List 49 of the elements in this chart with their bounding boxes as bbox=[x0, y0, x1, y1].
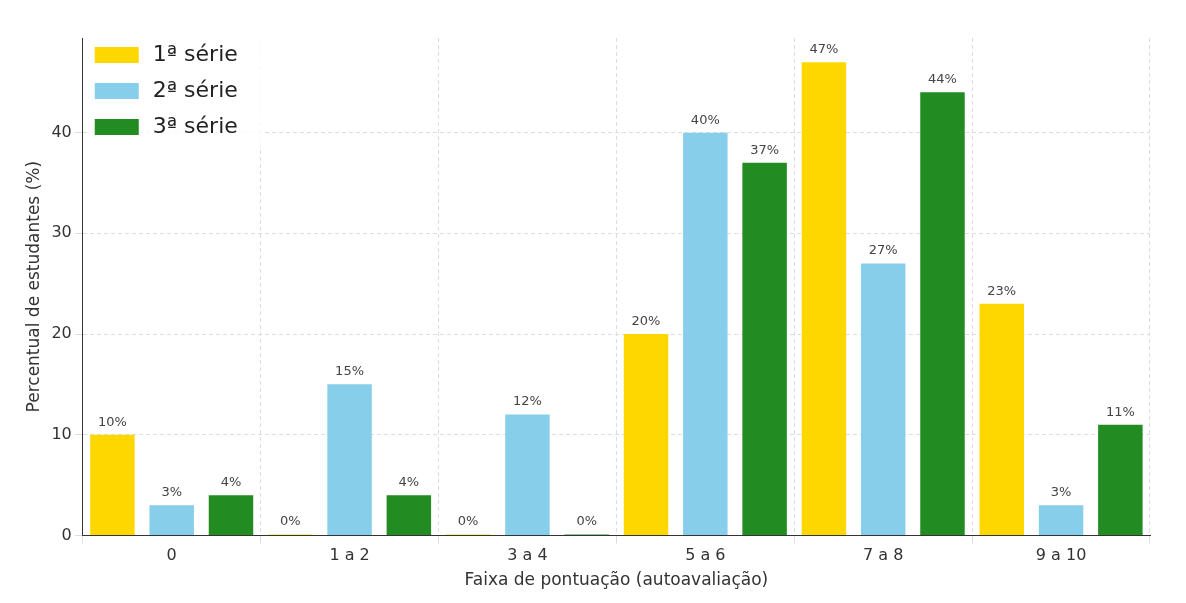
data-label: 37% bbox=[750, 141, 780, 157]
y-tick-label: 30 bbox=[51, 222, 72, 242]
bar bbox=[860, 263, 906, 535]
legend-label: 2ª série bbox=[152, 76, 238, 102]
y-tick-label: 10 bbox=[51, 423, 72, 443]
data-label: 11% bbox=[1105, 403, 1135, 419]
y-tick-label: 20 bbox=[51, 323, 72, 343]
bar bbox=[1098, 424, 1143, 535]
y-axis-title: Percentual de estudantes (%) bbox=[22, 160, 43, 413]
data-label: 40% bbox=[690, 111, 720, 127]
x-tick-label: 3 a 4 bbox=[507, 545, 548, 565]
bar bbox=[801, 62, 847, 535]
x-axis-title: Faixa de pontuação (autoavaliação) bbox=[464, 569, 769, 590]
x-tick-label: 0 bbox=[166, 545, 177, 565]
data-label: 27% bbox=[868, 242, 898, 258]
bar bbox=[623, 334, 669, 535]
data-label: 3% bbox=[161, 484, 183, 500]
bar bbox=[90, 434, 135, 535]
bar bbox=[742, 162, 787, 535]
y-tick-label: 40 bbox=[51, 121, 72, 141]
data-label: 23% bbox=[987, 282, 1017, 298]
bar bbox=[920, 92, 965, 535]
y-tick-label: 0 bbox=[61, 524, 72, 544]
x-tick-label: 5 a 6 bbox=[685, 545, 726, 565]
legend-label: 1ª série bbox=[152, 40, 238, 66]
data-label: 15% bbox=[335, 363, 365, 379]
x-tick-label: 1 a 2 bbox=[329, 545, 370, 565]
x-tick-label: 7 a 8 bbox=[863, 545, 904, 565]
x-tick-label: 9 a 10 bbox=[1035, 545, 1087, 565]
data-label: 12% bbox=[512, 393, 542, 409]
data-label: 4% bbox=[220, 474, 242, 489]
bar bbox=[505, 414, 550, 535]
bar bbox=[683, 132, 728, 535]
bar bbox=[1038, 505, 1084, 535]
data-label: 20% bbox=[631, 312, 661, 328]
legend-label: 3ª série bbox=[152, 112, 238, 138]
data-label: 4% bbox=[398, 474, 420, 489]
data-label: 10% bbox=[97, 413, 127, 429]
bar bbox=[386, 495, 432, 535]
bar bbox=[208, 495, 254, 535]
bar bbox=[149, 505, 194, 535]
bar bbox=[327, 384, 372, 535]
data-label: 0% bbox=[279, 513, 301, 529]
data-label: 44% bbox=[928, 71, 957, 87]
data-label: 0% bbox=[576, 513, 598, 529]
data-label: 0% bbox=[457, 513, 479, 529]
data-label: 3% bbox=[1050, 484, 1072, 500]
bar bbox=[979, 303, 1025, 535]
data-label: 47% bbox=[809, 41, 839, 57]
